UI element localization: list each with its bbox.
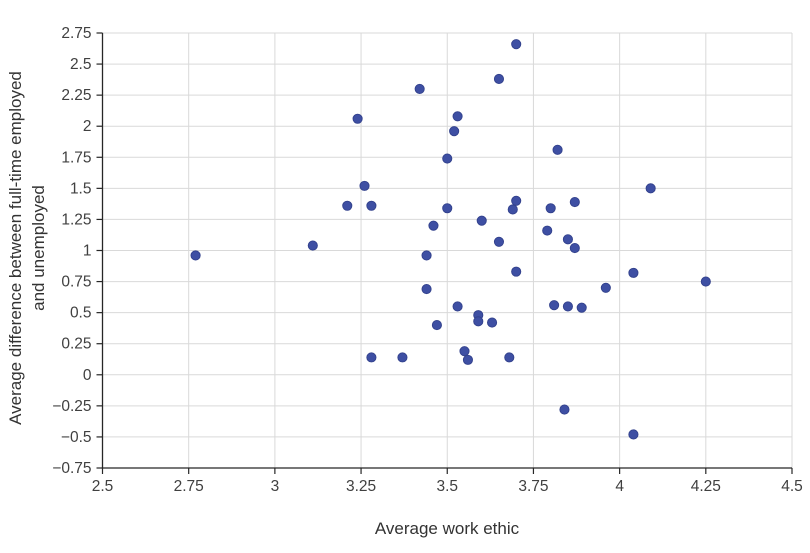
data-point (511, 39, 522, 50)
data-point (462, 354, 473, 365)
x-axis-tick-label: 2.5 (92, 478, 114, 495)
data-point (414, 83, 425, 94)
x-axis-title: Average work ethic (374, 519, 520, 538)
data-point (352, 113, 363, 124)
x-axis-tick-label: 4.25 (691, 478, 721, 495)
data-point (549, 300, 560, 311)
data-point (307, 240, 318, 251)
y-axis-tick-label: 0.5 (70, 305, 92, 322)
data-point (449, 126, 460, 137)
y-axis-tick-label: 0 (83, 367, 92, 384)
data-point (559, 404, 570, 415)
data-point (359, 180, 370, 191)
data-point (431, 320, 442, 331)
data-point (562, 234, 573, 245)
data-point (366, 200, 377, 211)
x-axis-tick-label: 3.25 (346, 478, 376, 495)
x-axis-tick-label: 3.75 (518, 478, 548, 495)
data-point (487, 317, 498, 328)
data-point (428, 220, 439, 231)
x-axis-tick-label: 4 (615, 478, 624, 495)
y-axis-tick-label: −0.25 (52, 398, 91, 415)
data-point (366, 352, 377, 363)
data-point (452, 111, 463, 122)
y-axis-tick-label: 2.75 (61, 25, 91, 42)
data-point (628, 267, 639, 278)
data-point (190, 250, 201, 261)
data-point (421, 283, 432, 295)
x-axis-tick-label: 4.5 (781, 478, 803, 495)
data-point (552, 144, 563, 155)
data-point (576, 302, 587, 313)
y-axis-title-line-2: and unemployed (29, 185, 48, 311)
y-axis-tick-label: 0.25 (61, 336, 91, 353)
data-point (442, 203, 453, 214)
y-axis-tick-label: 2 (83, 118, 92, 135)
data-point (545, 203, 556, 214)
y-axis-tick-label: 2.25 (61, 87, 91, 104)
y-axis-tick-label: 2.5 (70, 56, 92, 73)
y-axis-title: Average difference between full-time emp… (4, 0, 50, 498)
data-point (493, 236, 505, 247)
x-axis-tick-label: 2.75 (174, 478, 204, 495)
y-axis-tick-label: 0.75 (61, 274, 91, 291)
y-axis-title-line-1: Average difference between full-time emp… (6, 71, 25, 425)
data-point (700, 276, 711, 287)
y-axis-tick-label: −0.5 (61, 429, 92, 446)
data-point (397, 352, 408, 363)
data-point (542, 225, 553, 236)
data-point (645, 183, 656, 194)
data-point (459, 346, 470, 357)
y-axis-tick-label: 1.75 (61, 149, 91, 166)
data-point (452, 301, 463, 312)
data-point (628, 429, 639, 440)
data-point (493, 73, 505, 85)
y-axis-tick-label: 1 (83, 243, 92, 260)
x-axis-tick-label: 3.5 (436, 478, 458, 495)
y-axis-tick-label: 1.5 (70, 180, 92, 197)
data-point (442, 153, 453, 164)
data-point (421, 250, 432, 261)
data-point (562, 301, 573, 312)
data-point (511, 266, 522, 277)
data-point (569, 196, 580, 208)
data-point (569, 242, 580, 254)
x-axis-tick-label: 3 (271, 478, 280, 495)
y-axis-tick-label: −0.75 (52, 460, 91, 477)
data-point (342, 200, 353, 211)
data-point (511, 195, 522, 206)
data-point (473, 316, 484, 327)
data-point (476, 215, 487, 226)
data-point (600, 282, 611, 293)
data-point (507, 204, 518, 215)
data-point (504, 352, 515, 363)
y-axis-tick-label: 1.25 (61, 211, 91, 228)
